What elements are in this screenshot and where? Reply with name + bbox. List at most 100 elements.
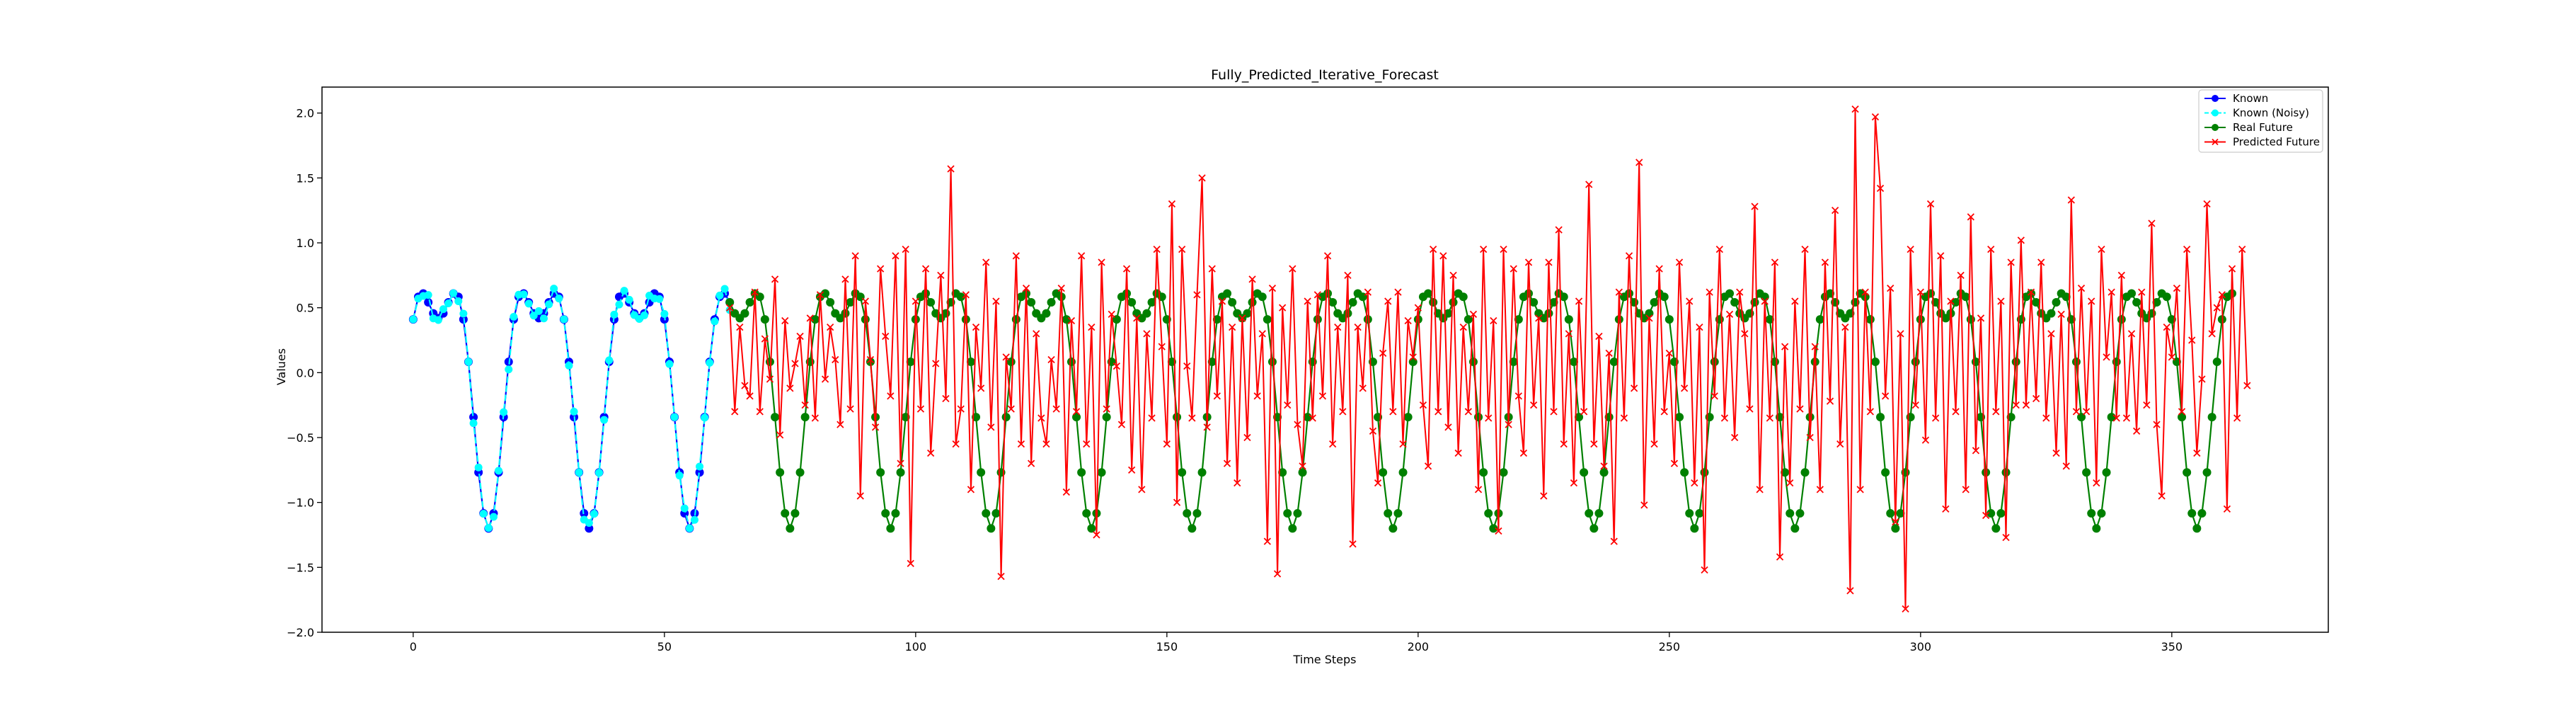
x-tick-label-6: 300 bbox=[1910, 640, 1932, 653]
real-future-point-190 bbox=[1680, 468, 1689, 477]
predicted-point-148 bbox=[1469, 310, 1478, 318]
predicted-point-255 bbox=[2007, 258, 2015, 266]
real-future-point-46 bbox=[956, 292, 965, 302]
predicted-point-78 bbox=[1117, 421, 1126, 428]
x-tick-label-1: 50 bbox=[657, 640, 672, 653]
real-future-point-160 bbox=[1529, 298, 1539, 307]
legend-marker-3 bbox=[2212, 138, 2219, 146]
real-future-point-112 bbox=[1288, 524, 1297, 533]
real-future-point-55 bbox=[1001, 413, 1011, 422]
predicted-point-155 bbox=[1505, 421, 1512, 428]
real-future-point-10 bbox=[776, 468, 785, 477]
predicted-point-131 bbox=[1384, 297, 1392, 305]
real-future-point-230 bbox=[1881, 468, 1890, 477]
known-noisy-point-6 bbox=[439, 305, 447, 314]
legend-marker-1 bbox=[2212, 109, 2219, 117]
real-future-point-228 bbox=[1870, 358, 1880, 367]
predicted-point-191 bbox=[1686, 297, 1694, 305]
real-future-point-106 bbox=[1258, 292, 1267, 302]
predicted-point-47 bbox=[962, 291, 970, 299]
predicted-point-54 bbox=[997, 573, 1005, 581]
predicted-point-55 bbox=[1002, 353, 1010, 361]
predicted-point-176 bbox=[1610, 537, 1618, 545]
predicted-point-220 bbox=[1832, 207, 1839, 215]
known-noisy-point-50 bbox=[660, 309, 669, 318]
predicted-point-182 bbox=[1640, 501, 1648, 509]
predicted-point-271 bbox=[2088, 297, 2095, 305]
y-tick-label-0: −2.0 bbox=[287, 626, 314, 639]
predicted-point-46 bbox=[957, 405, 965, 413]
predicted-point-269 bbox=[2077, 285, 2086, 292]
real-future-point-34 bbox=[896, 468, 905, 477]
predicted-point-258 bbox=[2022, 401, 2030, 409]
predicted-point-118 bbox=[1318, 392, 1327, 400]
predicted-point-123 bbox=[1344, 271, 1352, 279]
predicted-point-137 bbox=[1414, 304, 1422, 312]
real-future-point-150 bbox=[1479, 468, 1488, 477]
predicted-point-56 bbox=[1007, 405, 1015, 413]
predicted-point-169 bbox=[1575, 297, 1583, 305]
real-future-point-69 bbox=[1072, 413, 1081, 422]
known-noisy-point-16 bbox=[489, 513, 498, 521]
real-future-point-164 bbox=[1549, 298, 1558, 307]
real-future-point-184 bbox=[1650, 298, 1659, 307]
predicted-point-75 bbox=[1103, 405, 1110, 413]
real-future-point-172 bbox=[1589, 524, 1599, 533]
predicted-point-281 bbox=[2138, 288, 2146, 296]
predicted-point-42 bbox=[937, 271, 945, 279]
y-tick-label-8: 2.0 bbox=[297, 107, 314, 120]
real-future-point-274 bbox=[2102, 468, 2111, 477]
predicted-point-210 bbox=[1781, 343, 1789, 350]
real-future-point-191 bbox=[1685, 509, 1694, 518]
series-predicted-future-line bbox=[729, 109, 2248, 610]
predicted-point-127 bbox=[1364, 288, 1372, 296]
predicted-point-193 bbox=[1696, 324, 1703, 331]
real-future-point-151 bbox=[1484, 509, 1493, 518]
real-future-point-13 bbox=[790, 509, 800, 518]
predicted-point-196 bbox=[1710, 392, 1718, 400]
known-noisy-point-57 bbox=[696, 462, 704, 471]
real-future-point-143 bbox=[1444, 309, 1453, 318]
predicted-point-100 bbox=[1229, 324, 1236, 331]
predicted-point-249 bbox=[1977, 314, 1985, 322]
real-future-point-211 bbox=[1786, 509, 1795, 518]
predicted-point-94 bbox=[1198, 174, 1206, 182]
predicted-point-48 bbox=[967, 486, 975, 493]
predicted-point-16 bbox=[806, 314, 814, 322]
predicted-point-209 bbox=[1776, 553, 1784, 561]
real-future-point-210 bbox=[1781, 468, 1790, 477]
predicted-point-97 bbox=[1213, 392, 1221, 400]
predicted-point-267 bbox=[2067, 196, 2075, 204]
predicted-point-238 bbox=[1921, 436, 1930, 444]
real-future-point-94 bbox=[1197, 468, 1207, 477]
predicted-point-142 bbox=[1439, 252, 1447, 260]
predicted-point-44 bbox=[947, 165, 955, 173]
predicted-point-103 bbox=[1243, 433, 1251, 442]
known-noisy-point-32 bbox=[570, 407, 578, 416]
predicted-point-23 bbox=[841, 275, 849, 283]
predicted-point-179 bbox=[1625, 252, 1633, 260]
predicted-point-135 bbox=[1404, 316, 1412, 325]
real-future-point-24 bbox=[846, 298, 855, 307]
predicted-point-26 bbox=[856, 492, 864, 500]
predicted-point-61 bbox=[1033, 330, 1040, 338]
predicted-point-297 bbox=[2218, 291, 2226, 299]
real-future-point-124 bbox=[1348, 298, 1357, 307]
predicted-point-52 bbox=[987, 423, 995, 431]
real-future-point-30 bbox=[876, 468, 885, 477]
known-noisy-point-15 bbox=[484, 524, 493, 532]
real-future-point-0 bbox=[725, 298, 735, 307]
real-future-point-14 bbox=[795, 468, 805, 477]
predicted-point-104 bbox=[1248, 275, 1256, 283]
real-future-point-36 bbox=[906, 358, 915, 367]
y-tick-label-5: 0.5 bbox=[297, 302, 314, 315]
known-noisy-point-53 bbox=[675, 472, 684, 480]
predicted-point-168 bbox=[1570, 479, 1578, 487]
predicted-point-260 bbox=[2032, 394, 2040, 403]
known-noisy-point-12 bbox=[469, 419, 478, 428]
predicted-point-264 bbox=[2052, 449, 2060, 457]
predicted-point-291 bbox=[2188, 336, 2196, 344]
real-future-point-156 bbox=[1509, 358, 1518, 367]
predicted-point-163 bbox=[1545, 258, 1553, 266]
